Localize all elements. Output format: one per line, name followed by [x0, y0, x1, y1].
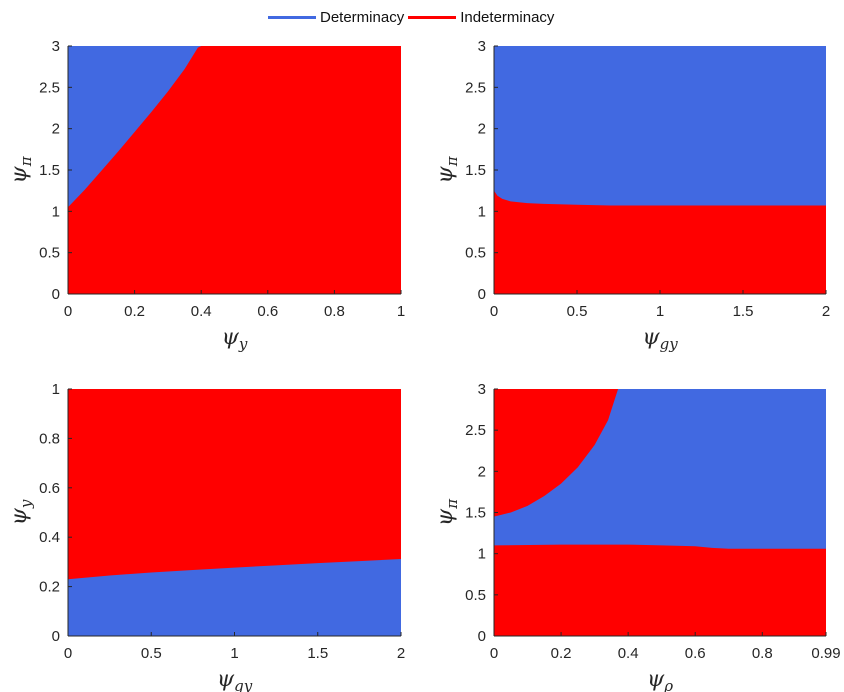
- panel-3-y-tick-label: 0.8: [39, 430, 60, 447]
- panel-4-x-tick-label: 0.6: [685, 645, 706, 662]
- panel-4-y-tick-label: 3: [478, 381, 486, 398]
- panel-4-y-tick-label: 2: [478, 463, 486, 480]
- panel-1-y-tick-label: 1: [52, 203, 60, 220]
- panel-2-x-tick-label: 0: [490, 303, 498, 320]
- panel-2-x-axis-label: ψgy: [642, 325, 678, 353]
- panel-4-y-tick-label: 0: [478, 628, 486, 645]
- panel-1-region-indeterminacy-1: [68, 46, 401, 294]
- legend-item-determinacy: Determinacy: [268, 9, 404, 26]
- panel-2-x-tick-label: 2: [822, 303, 830, 320]
- panel-1-y-tick-label: 0.5: [39, 245, 60, 262]
- panel-2-region-indeterminacy-1: [494, 190, 826, 294]
- legend-label-indeterminacy: Indeterminacy: [460, 8, 555, 26]
- panel-4-region-indeterminacy-1: [494, 544, 826, 636]
- panel-3-y-tick-label: 1: [52, 381, 60, 398]
- panel-1-y-tick-label: 1.5: [39, 162, 60, 179]
- legend-label-determinacy: Determinacy: [320, 8, 405, 26]
- panel-4-y-tick-label: 0.5: [465, 587, 486, 604]
- legend-item-indeterminacy: Indeterminacy: [408, 9, 554, 26]
- panel-1-y-tick-label: 2.5: [39, 79, 60, 96]
- panel-2-y-tick-label: 2.5: [465, 79, 486, 96]
- panel-4-x-axis-label: ψρ: [647, 667, 673, 692]
- panel-1-y-axis-label: ψπ: [7, 155, 35, 183]
- panel-2: 0 0.5 1 1.5 2 0 0.5 1 1.5 2 2.5 3 ψgy ψπ: [433, 38, 830, 353]
- panel-3-y-tick-label: 0.6: [39, 480, 60, 497]
- panel-2-y-tick-label: 0: [478, 286, 486, 303]
- panel-3-x-tick-label: 2: [397, 645, 405, 662]
- panel-1-x-axis-label: ψy: [222, 325, 248, 353]
- panel-2-x-tick-label: 1.5: [733, 303, 754, 320]
- panel-1: 0 0.2 0.4 0.6 0.8 1 0 0.5 1 1.5 2 2.5 3 ψy ψπ: [7, 38, 405, 353]
- panel-3-y-tick-label: 0.4: [39, 529, 60, 546]
- panel-1-x-tick-label: 0.2: [124, 303, 145, 320]
- panel-1-y-tick-label: 2: [52, 121, 60, 138]
- panel-4-y-tick-label: 1: [478, 546, 486, 563]
- panel-4-x-tick-label: 0.8: [752, 645, 773, 662]
- panel-4-x-tick-label: 0.2: [551, 645, 572, 662]
- panel-1-y-tick-label: 3: [52, 38, 60, 55]
- panel-1-y-tick-label: 0: [52, 286, 60, 303]
- panel-2-x-tick-label: 1: [656, 303, 664, 320]
- panel-2-y-tick-label: 0.5: [465, 245, 486, 262]
- panel-4-y-tick-label: 2.5: [465, 422, 486, 439]
- panel-4-x-tick-label: 0: [490, 645, 498, 662]
- panel-1-x-tick-label: 0.8: [324, 303, 345, 320]
- panel-3-x-tick-label: 1.5: [307, 645, 328, 662]
- panel-3: 0 0.5 1 1.5 2 0 0.2 0.4 0.6 0.8 1 ψgy ψy: [7, 381, 405, 692]
- panel-1-x-tick-label: 0.4: [191, 303, 212, 320]
- legend-swatch-indeterminacy: [408, 15, 457, 19]
- panel-4-y-tick-label: 1.5: [465, 505, 486, 522]
- panel-2-y-tick-label: 3: [478, 38, 486, 55]
- panel-3-x-tick-label: 1: [230, 645, 238, 662]
- panel-4: 0 0.2 0.4 0.6 0.8 0.99 0 0.5 1 1.5 2 2.5 3 ψρ ψπ: [433, 381, 841, 692]
- panel-4-x-tick-label: 0.99: [811, 645, 840, 662]
- panel-2-y-axis-label: ψπ: [433, 155, 461, 183]
- panel-1-x-tick-label: 0.6: [257, 303, 278, 320]
- panel-3-x-tick-label: 0.5: [141, 645, 162, 662]
- panel-2-x-tick-label: 0.5: [567, 303, 588, 320]
- panel-4-region-indeterminacy-2: [494, 389, 619, 517]
- panel-1-x-tick-label: 0: [64, 303, 72, 320]
- panel-2-y-tick-label: 2: [478, 121, 486, 138]
- panel-3-x-axis-label: ψgy: [217, 667, 253, 692]
- panel-4-x-tick-label: 0.4: [618, 645, 639, 662]
- panel-3-region-determinacy-1: [68, 558, 401, 636]
- legend: Determinacy Indeterminacy: [268, 6, 554, 28]
- panel-4-y-axis-label: ψπ: [433, 498, 461, 526]
- panel-2-y-tick-label: 1: [478, 203, 486, 220]
- panel-2-y-tick-label: 1.5: [465, 162, 486, 179]
- panel-1-x-tick-label: 1: [397, 303, 405, 320]
- panel-3-x-tick-label: 0: [64, 645, 72, 662]
- legend-swatch-determinacy: [268, 15, 316, 19]
- panel-3-y-axis-label: ψy: [7, 499, 35, 525]
- panel-3-y-tick-label: 0: [52, 628, 60, 645]
- panel-3-y-tick-label: 0.2: [39, 579, 60, 596]
